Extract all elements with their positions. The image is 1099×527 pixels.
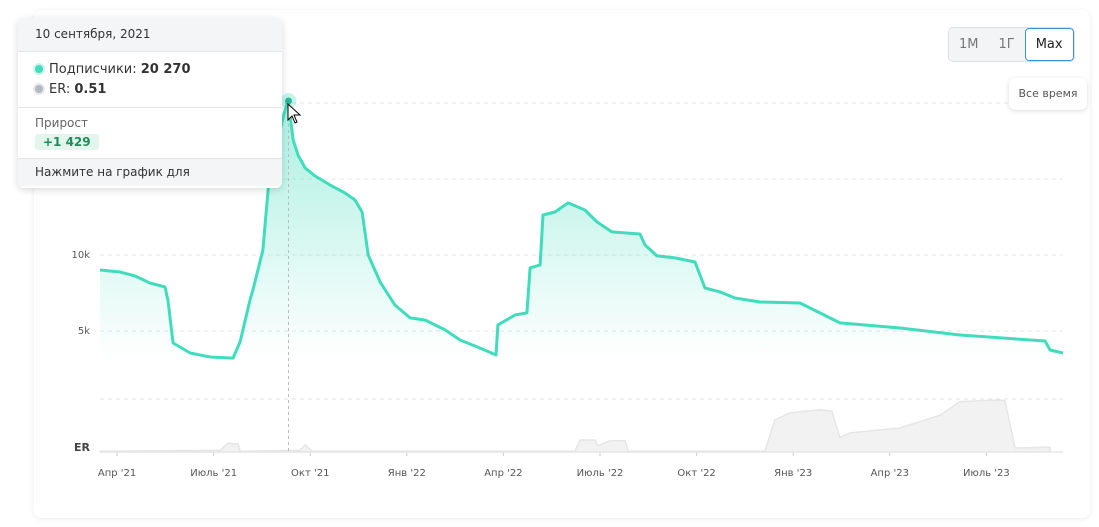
series-line [99, 98, 1064, 360]
growth-value: +1 429 [35, 134, 99, 150]
range-button[interactable]: 1Г [988, 28, 1025, 61]
y-tick-label: 10k [71, 250, 90, 261]
growth-label: Прирост [35, 116, 88, 130]
series-area [100, 100, 1063, 360]
tooltip-growth: Прирост +1 429 [18, 107, 282, 154]
x-tick-label: Янв '23 [774, 468, 812, 479]
legend-dot [35, 85, 43, 93]
er-panel-label: ER [74, 441, 91, 454]
x-tick-label: Окт '21 [291, 468, 329, 479]
tooltip-label: Подписчики: [49, 62, 137, 77]
er-area [99, 399, 1051, 453]
tooltip-value: 0.51 [74, 82, 107, 97]
tooltip-label: ER: [49, 82, 71, 97]
range-buttons: 1M 1Г Max [948, 27, 1075, 62]
x-tick-label: Июль '23 [963, 468, 1010, 479]
range-button[interactable]: 1M [949, 28, 989, 61]
hover-point [285, 97, 292, 105]
tooltip-row: ER: 0.51 [18, 80, 282, 100]
tooltip-date: 10 сентября, 2021 [18, 18, 282, 52]
range-button[interactable]: Max [1024, 28, 1074, 61]
legend-dot [35, 65, 43, 73]
x-tick-label: Окт '22 [677, 468, 715, 479]
cursor [287, 102, 302, 124]
x-tick-label: Апр '22 [484, 468, 522, 479]
x-tick-label: Апр '23 [871, 468, 909, 479]
x-tick-label: Янв '22 [388, 468, 426, 479]
tooltip-value: 20 270 [140, 62, 191, 77]
button-hint: Все время [1009, 78, 1087, 110]
tooltip-row: Подписчики: 20 270 [18, 60, 282, 80]
y-tick-label: 5k [78, 326, 90, 337]
tooltip: 10 сентября, 2021 Подписчики: 20 270 ER:… [18, 18, 282, 188]
tooltip-footer: Нажмите на график для подробностей [18, 158, 282, 186]
x-tick-label: Июль '22 [577, 468, 624, 479]
x-tick-label: Июль '21 [190, 468, 237, 479]
x-tick-label: Апр '21 [98, 468, 136, 479]
